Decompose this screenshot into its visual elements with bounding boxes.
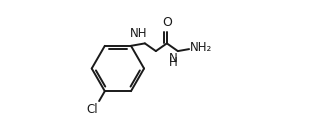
Text: NH: NH <box>130 26 147 39</box>
Text: Cl: Cl <box>86 103 98 116</box>
Text: H: H <box>169 56 178 69</box>
Text: NH₂: NH₂ <box>190 41 212 54</box>
Text: O: O <box>162 16 172 29</box>
Text: N: N <box>169 52 177 65</box>
